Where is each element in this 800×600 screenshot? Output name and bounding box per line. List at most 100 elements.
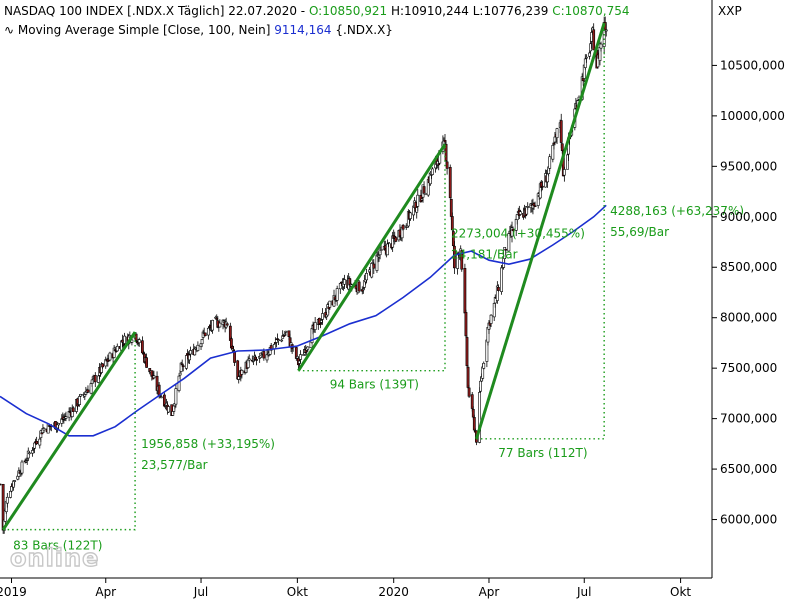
candle-body — [335, 288, 339, 301]
candle-body — [284, 330, 288, 333]
candle-body — [112, 347, 116, 358]
candle-body — [409, 212, 412, 219]
candle-body — [38, 438, 42, 446]
candle-body — [604, 29, 608, 32]
trend-line — [474, 22, 606, 440]
y-tick-label: 8000,000 — [720, 311, 777, 325]
candle-body — [152, 375, 156, 379]
wave-icon: ∿ — [4, 23, 15, 37]
candle-body — [500, 267, 503, 292]
candle-body — [450, 216, 454, 231]
candle-body — [460, 250, 464, 270]
candle-body — [13, 480, 17, 482]
candle-body — [559, 120, 563, 143]
candle-body — [240, 369, 244, 375]
measure-change-label: 4288,163 (+63,237%) — [610, 204, 744, 218]
candle-body — [277, 339, 280, 341]
candle-body — [218, 322, 222, 328]
x-tick-label: Okt — [670, 585, 691, 599]
close-value: C:10870,754 — [552, 4, 630, 18]
candle-body — [108, 352, 112, 361]
measure-rate-label: 55,69/Bar — [610, 225, 669, 239]
symbol-code: XXP — [718, 4, 742, 18]
candle-body — [592, 29, 596, 51]
watermark-text: online — [10, 544, 99, 572]
measure-change-label: 1956,858 (+33,195%) — [141, 437, 275, 451]
candle-body — [555, 128, 559, 139]
candle-body — [472, 417, 476, 431]
candle-body — [562, 169, 566, 176]
ma-label: Moving Average Simple [Close, 100, Nein] — [17, 23, 271, 37]
candle-body — [20, 461, 24, 474]
x-tick-label: Apr — [479, 585, 500, 599]
candle-body — [39, 430, 43, 439]
candle-body — [318, 323, 322, 325]
candle-body — [123, 335, 127, 344]
candle-body — [482, 362, 486, 369]
candle-body — [0, 483, 2, 486]
y-tick-label: 7000,000 — [720, 412, 777, 426]
candle-body — [145, 357, 148, 368]
candle-body — [211, 319, 214, 331]
online-watermark: online — [9, 543, 99, 572]
candle-body — [445, 161, 449, 169]
candle-body — [101, 363, 105, 368]
candle-body — [479, 380, 483, 392]
candle-body — [174, 388, 178, 405]
candle-body — [443, 139, 447, 143]
measure-rate-label: 23,577/Bar — [141, 458, 208, 472]
candle-body — [540, 185, 544, 188]
measure-bars-label: 77 Bars (112T) — [498, 446, 587, 460]
candle-body — [269, 345, 273, 351]
candle-body — [456, 253, 459, 269]
trend-line — [297, 143, 447, 372]
y-tick-label: 9000,000 — [720, 210, 777, 224]
x-tick-label: 2020 — [378, 585, 409, 599]
candle-body — [181, 365, 185, 368]
candle-body — [560, 143, 564, 151]
open-value: O:10850,921 — [308, 4, 388, 18]
x-tick-label: Apr — [95, 585, 116, 599]
candle-body — [167, 406, 170, 413]
indicator-line: ∿ Moving Average Simple [Close, 100, Nei… — [4, 23, 393, 37]
candle-body — [416, 194, 420, 207]
candle-body — [64, 416, 68, 419]
candle-body — [162, 394, 166, 407]
candle-body — [247, 358, 251, 361]
candle-body — [357, 281, 361, 292]
candle-body — [343, 279, 346, 285]
measure-change-label: 2273,004 (+30,455%) — [451, 226, 585, 240]
candle-body — [206, 327, 210, 336]
measure-rate-label: 24,181/Bar — [451, 247, 518, 261]
candle-body — [299, 354, 302, 360]
candle-body — [306, 346, 310, 350]
candle-body — [437, 163, 441, 166]
candle-body — [387, 242, 390, 244]
candle-body — [280, 339, 284, 342]
candle-body — [372, 263, 376, 269]
candle-body — [328, 300, 332, 308]
candle-body — [599, 43, 603, 49]
measure-bars-label: 83 Bars (122T) — [13, 539, 102, 553]
x-tick-label: Okt — [287, 585, 308, 599]
candle-body — [178, 372, 182, 376]
trend-lines — [1, 22, 606, 531]
candle-body — [465, 337, 469, 367]
candle-body — [551, 145, 555, 160]
candle-body — [365, 273, 368, 281]
candle-body — [179, 362, 183, 372]
candle-body — [464, 312, 468, 337]
candle-body — [466, 366, 470, 388]
candle-body — [504, 248, 508, 251]
candle-body — [233, 352, 236, 363]
y-tick-label: 6500,000 — [720, 462, 777, 476]
candle-body — [489, 314, 493, 324]
candle-body — [287, 330, 291, 337]
x-tick-label: Jul — [576, 585, 591, 599]
candle-body — [492, 303, 496, 318]
x-tick-label: Jul — [193, 585, 208, 599]
candle-body — [79, 394, 83, 397]
candle-body — [463, 268, 467, 314]
y-tick-label: 10000,000 — [720, 109, 785, 123]
